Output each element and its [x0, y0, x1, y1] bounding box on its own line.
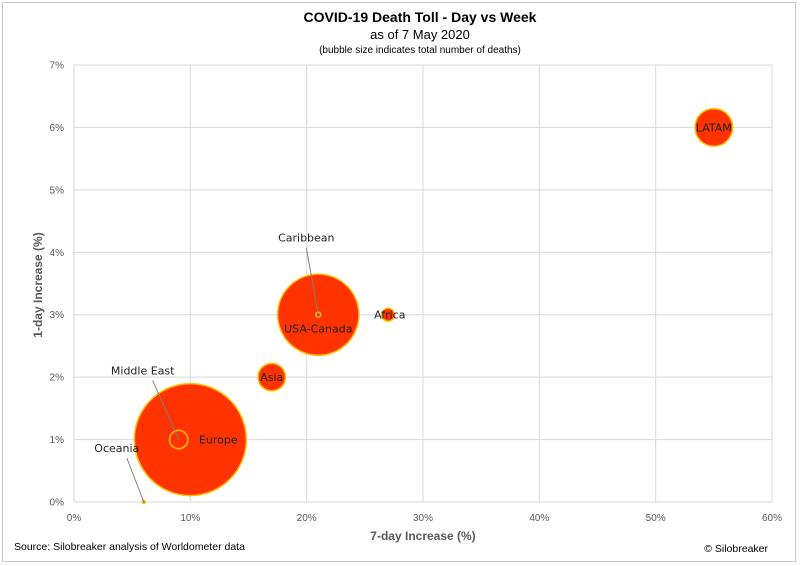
x-tick-label: 50%: [646, 513, 666, 524]
bubble-label-oceania: Oceania: [94, 442, 139, 455]
leader-line-oceania: [126, 457, 145, 503]
x-tick-label: 60%: [762, 513, 782, 524]
y-axis-title: 1-day Increase (%): [31, 232, 45, 337]
chart-subtitle: as of 7 May 2020: [370, 27, 470, 42]
bubbles: [133, 107, 734, 505]
x-tick-label: 20%: [297, 513, 317, 524]
y-tick-label: 6%: [50, 123, 65, 134]
bubble-label-europe: Europe: [199, 434, 238, 447]
y-tick-label: 4%: [50, 248, 65, 259]
x-tick-label: 30%: [413, 513, 433, 524]
x-axis-title: 7-day Increase (%): [370, 529, 475, 543]
source-note: Source: Silobreaker analysis of Worldome…: [14, 541, 245, 553]
bubble-label-latam: LATAM: [696, 121, 732, 134]
x-tick-label: 40%: [529, 513, 549, 524]
y-tick-labels: 0% 1% 2% 3% 4% 5% 6% 7%: [50, 61, 65, 509]
leader-line-caribbean: [305, 247, 319, 315]
bubble-label-asia: Asia: [260, 371, 283, 384]
y-tick-label: 7%: [50, 61, 65, 72]
bubble-latam: [694, 107, 734, 148]
x-tick-label: 0%: [67, 513, 82, 524]
bubble-label-middle-east: Middle East: [111, 365, 175, 378]
y-tick-label: 3%: [50, 310, 65, 321]
bubble-europe: [133, 382, 248, 497]
bubble-label-africa: Africa: [374, 309, 405, 322]
bubble-africa: [380, 307, 396, 322]
bubble-labels: Europe USA-Canada Asia LATAM Middle East Afri…: [94, 121, 732, 503]
bubble-asia: [257, 362, 287, 392]
x-tick-label: 10%: [180, 513, 200, 524]
x-tick-labels: 0% 10% 20% 30% 40% 50% 60%: [67, 513, 782, 524]
bubble-label-usa-canada: USA-Canada: [284, 323, 352, 336]
chart-title: COVID-19 Death Toll - Day vs Week: [304, 9, 537, 25]
bubble-label-caribbean: Caribbean: [278, 232, 334, 245]
leader-line-middle-east: [152, 380, 180, 440]
y-tick-label: 5%: [50, 185, 65, 196]
y-tick-label: 0%: [50, 498, 65, 509]
y-tick-label: 1%: [50, 435, 65, 446]
copyright-note: © Silobreaker: [704, 543, 768, 555]
chart-note: (bubble size indicates total number of d…: [319, 45, 521, 56]
gridlines: [73, 64, 773, 503]
y-tick-label: 2%: [50, 373, 65, 384]
